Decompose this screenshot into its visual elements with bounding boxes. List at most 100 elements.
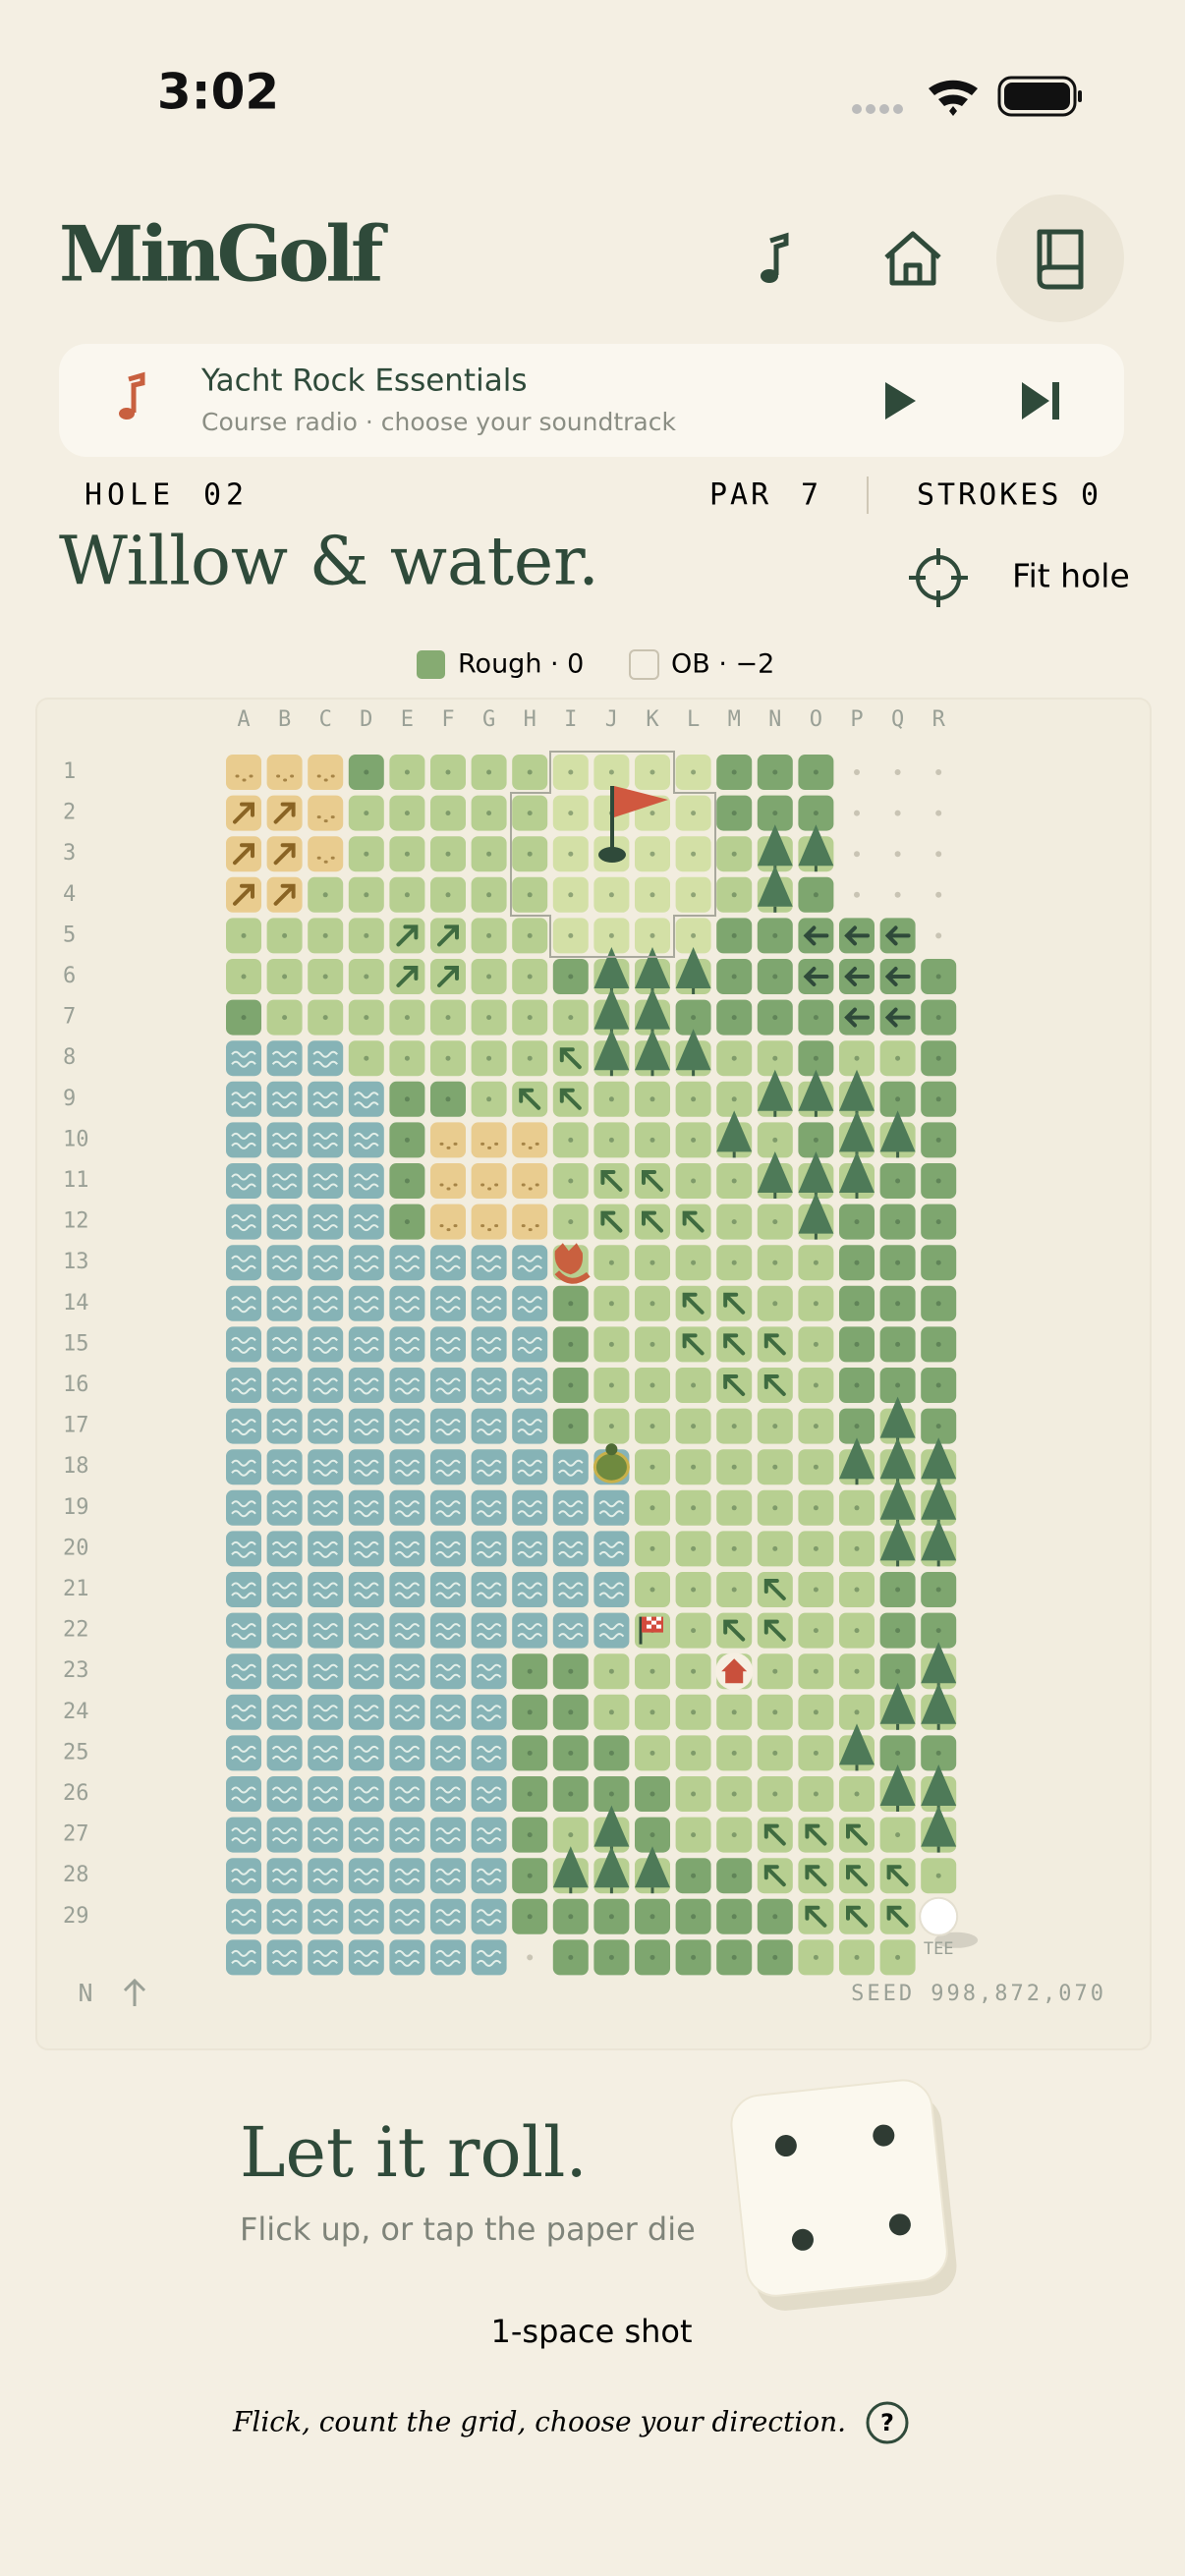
tile (348, 755, 384, 790)
tile (348, 1285, 384, 1321)
tile-dot (241, 1015, 247, 1021)
tile-dot (568, 1954, 574, 1960)
tile (430, 1408, 466, 1444)
tile (593, 1245, 630, 1281)
tile (552, 1572, 589, 1607)
tile-dot (731, 1015, 737, 1021)
tile-dot (649, 811, 655, 816)
row-label: 19 (63, 1495, 89, 1520)
tile-dot (486, 974, 492, 980)
tile (839, 1408, 875, 1444)
row-label: 13 (63, 1250, 89, 1274)
tile (716, 1817, 753, 1853)
tile-dot (445, 1096, 451, 1102)
play-button[interactable] (885, 382, 916, 420)
tile (879, 1612, 916, 1649)
water-wave (394, 1419, 421, 1436)
tile-dot (486, 851, 492, 857)
tile-dot (527, 1709, 533, 1715)
water-wave (231, 1050, 256, 1068)
tile (512, 1817, 548, 1853)
tile-dot (568, 1832, 574, 1838)
next-button[interactable] (1022, 382, 1059, 420)
tile (757, 1898, 793, 1934)
tile (757, 1408, 793, 1444)
tile (308, 1572, 344, 1607)
tile-dot (895, 1382, 901, 1388)
tile-dot (527, 1015, 533, 1021)
home-button[interactable] (884, 231, 941, 286)
tile (512, 1163, 548, 1199)
tile (879, 1653, 916, 1690)
tile (552, 1653, 589, 1690)
tile-dot (895, 1096, 901, 1102)
tile (471, 1694, 507, 1730)
water-wave (354, 1500, 379, 1518)
arrow (642, 1170, 663, 1192)
tile-dot (731, 1914, 737, 1920)
tile (308, 1735, 344, 1771)
tree (593, 1805, 630, 1847)
sand-dots (521, 1183, 539, 1191)
paper-die[interactable] (729, 2077, 960, 2315)
tile (308, 1368, 344, 1403)
tile (635, 1122, 670, 1158)
water-wave (354, 1909, 379, 1927)
tile (757, 999, 793, 1036)
water-wave (435, 1827, 461, 1845)
tile (635, 1081, 670, 1117)
tile-dot (935, 1587, 941, 1593)
tile-dot (608, 1341, 614, 1347)
arrow (396, 966, 419, 987)
tile (798, 1408, 834, 1444)
fit-hole-button[interactable]: Fit hole (1012, 557, 1130, 595)
tree (879, 1396, 916, 1438)
radio-card[interactable] (59, 344, 1124, 457)
tile-dot (854, 1055, 860, 1061)
arrow (642, 1210, 663, 1233)
tile (430, 1163, 466, 1199)
tile (635, 1939, 670, 1976)
tile (389, 1489, 425, 1526)
row-label: 6 (63, 964, 76, 988)
tile-dot (731, 1791, 737, 1797)
tree (879, 1764, 916, 1806)
tile (635, 1531, 670, 1567)
tile-dot (322, 1015, 328, 1021)
ob-dot (935, 769, 942, 775)
help-button[interactable] (866, 2401, 909, 2444)
fox (554, 1243, 584, 1275)
water-wave (231, 1705, 256, 1722)
tile (512, 1449, 548, 1485)
tile (348, 1245, 384, 1281)
water-wave (476, 1868, 502, 1885)
water-wave (271, 1296, 298, 1314)
tile-dot (364, 811, 369, 816)
water-wave (312, 1745, 338, 1763)
music-button[interactable] (761, 232, 789, 283)
tile-dot (486, 769, 492, 775)
tile (308, 1694, 344, 1730)
ob-dot (854, 769, 860, 775)
water-wave (476, 1705, 502, 1722)
tile-dot (731, 1464, 737, 1470)
tile-dot (813, 1791, 818, 1797)
turtle (592, 1450, 630, 1484)
tile (798, 1572, 834, 1607)
tile-dot (608, 1791, 614, 1797)
rules-button[interactable] (996, 195, 1124, 322)
tile-dot (608, 932, 614, 938)
tile-dot (691, 1096, 697, 1102)
arrow (763, 1823, 786, 1846)
tile (839, 1368, 875, 1403)
tile (348, 1531, 384, 1567)
sand-dots (480, 1142, 499, 1149)
tile-dot (568, 974, 574, 980)
tile-dot (486, 932, 492, 938)
ob-dot (894, 810, 901, 816)
tile (308, 876, 344, 913)
tree (798, 1151, 834, 1193)
tile (471, 1653, 507, 1690)
tree (921, 1682, 957, 1724)
tile (226, 1858, 261, 1894)
